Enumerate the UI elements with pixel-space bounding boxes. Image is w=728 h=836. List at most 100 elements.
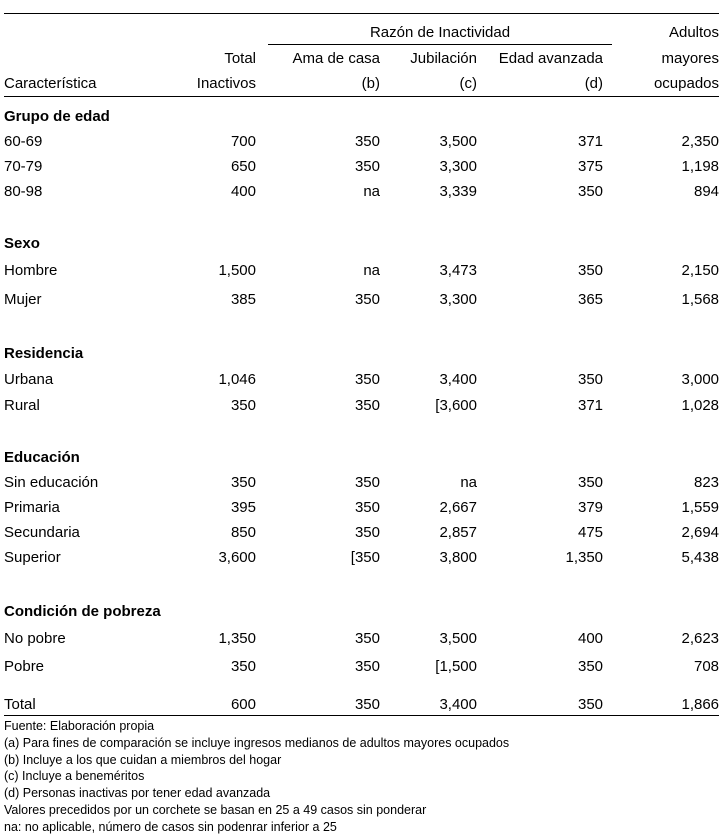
- cell-ocupados: 708: [694, 657, 720, 675]
- table-row: Urbana 1,046 350 3,400 350 3,000: [4, 366, 719, 392]
- row-label: Urbana: [4, 370, 54, 388]
- cell-edad-avanzada: 371: [578, 133, 604, 150]
- cell-ocupados: 2,350: [681, 133, 720, 150]
- table-row: Secundaria 850 350 2,857 475 2,694: [4, 520, 719, 545]
- col-caracteristica: Característica: [4, 67, 152, 97]
- cell-total-inactivos: 350: [230, 657, 256, 675]
- row-label: Hombre: [4, 262, 58, 279]
- col-ocupados-line1: Adultos: [668, 24, 720, 41]
- footnote-b: (b) Incluye a los que cuidan a miembros …: [4, 752, 282, 767]
- cell-total-inactivos: 350: [230, 396, 256, 414]
- cell-total-inactivos: 1,350: [218, 629, 256, 647]
- cell-total-inactivos: 650: [230, 158, 256, 175]
- group-header: Razón de Inactividad: [256, 14, 613, 45]
- col-jubilacion-line1: Jubilación: [410, 50, 477, 67]
- section-gap: [4, 314, 719, 334]
- cell-ama-de-casa: 350: [256, 694, 380, 716]
- cell-ama-de-casa: [350: [350, 549, 380, 566]
- cell-ama-de-casa: 350: [354, 291, 380, 308]
- cell-edad-avanzada: 365: [578, 291, 604, 308]
- cell-ocupados: 3,000: [681, 370, 720, 388]
- col-total-line2: Inactivos: [152, 67, 256, 97]
- cell-edad-avanzada: 400: [578, 629, 604, 647]
- total-row: Total 600 350 3,400 350 1,866: [4, 694, 720, 716]
- cell-edad-avanzada: 1,350: [565, 549, 604, 566]
- table-row: 80-98 400 na 3,339 350 894: [4, 179, 719, 204]
- row-label: Rural: [4, 396, 40, 414]
- table-row: Superior 3,600 [350 3,800 1,350 5,438: [4, 545, 719, 570]
- cell-ocupados: 823: [694, 474, 720, 491]
- header-spacer: [4, 14, 256, 46]
- row-label: Pobre: [4, 657, 45, 675]
- cell-ocupados: 5,438: [681, 549, 720, 566]
- cell-ama-de-casa: 350: [354, 474, 380, 491]
- cell-edad-avanzada: 379: [578, 499, 604, 516]
- col-ocupados-line2: mayores: [661, 50, 720, 67]
- row-label: 60-69: [4, 133, 43, 150]
- table-body: Grupo de edad 60-69 700 350 3,500 371 2,…: [4, 97, 720, 716]
- row-label: No pobre: [4, 629, 66, 647]
- cell-edad-avanzada: 350: [578, 262, 604, 279]
- footnote-brackets: Valores precedidos por un corchete se ba…: [4, 802, 427, 817]
- table-row: Primaria 395 350 2,667 379 1,559: [4, 495, 719, 520]
- cell-total-inactivos: 1,046: [218, 370, 256, 388]
- row-label: Total: [4, 694, 152, 716]
- cell-ama-de-casa: 350: [354, 396, 380, 414]
- cell-jubilacion: 3,300: [439, 291, 477, 308]
- cell-edad-avanzada: 350: [578, 183, 604, 200]
- cell-ama-de-casa: na: [363, 183, 380, 200]
- table-row: Hombre 1,500 na 3,473 350 2,150: [4, 256, 719, 285]
- cell-total-inactivos: 3,600: [218, 549, 256, 566]
- cell-jubilacion: 3,500: [439, 133, 477, 150]
- section-educacion: Educación: [4, 438, 719, 470]
- cell-ocupados: 1,028: [681, 396, 720, 414]
- section-gap: [4, 204, 719, 224]
- cell-jubilacion: 2,857: [439, 524, 477, 541]
- footnote-a: (a) Para fines de comparación se incluye…: [4, 735, 510, 750]
- cell-total-inactivos: 1,500: [218, 262, 256, 279]
- section-grupo-de-edad: Grupo de edad: [4, 97, 719, 130]
- col-ama-line2: (b): [256, 67, 380, 97]
- table-row: No pobre 1,350 350 3,500 400 2,623: [4, 624, 719, 652]
- table-row: 70-79 650 350 3,300 375 1,198: [4, 154, 719, 179]
- header-row-group: Razón de Inactividad Adultos: [4, 14, 720, 46]
- col-edad-line2: (d): [477, 67, 604, 97]
- cell-ama-de-casa: 350: [354, 370, 380, 388]
- cell-total-inactivos: 850: [230, 524, 256, 541]
- cell-ocupados: 1,568: [681, 291, 720, 308]
- cell-jubilacion: 3,800: [439, 549, 477, 566]
- row-label: 80-98: [4, 183, 43, 200]
- header-row-line2: Total Ama de casa Jubilación Edad avanza…: [4, 45, 719, 67]
- cell-edad-avanzada: 350: [578, 657, 604, 675]
- cell-ama-de-casa: 350: [354, 657, 380, 675]
- cell-ama-de-casa: 350: [354, 158, 380, 175]
- cell-ocupados: 2,623: [681, 629, 720, 647]
- cell-edad-avanzada: 371: [578, 396, 604, 414]
- row-label: Mujer: [4, 291, 42, 308]
- section-condicion-de-pobreza: Condición de pobreza: [4, 592, 719, 624]
- section-gap: [4, 680, 719, 694]
- cell-ocupados: 894: [694, 183, 720, 200]
- cell-jubilacion: 3,339: [439, 183, 477, 200]
- section-gap: [4, 570, 719, 592]
- section-title: Educación: [4, 449, 80, 466]
- row-label: 70-79: [4, 158, 43, 175]
- col-ama-line1: Ama de casa: [292, 50, 380, 67]
- col-jubilacion-line2: (c): [380, 67, 477, 97]
- cell-edad-avanzada: 475: [578, 524, 604, 541]
- cell-edad-avanzada: 350: [578, 370, 604, 388]
- table-row: Rural 350 350 [3,600 371 1,028: [4, 392, 719, 418]
- table-header: Razón de Inactividad Adultos Total Ama d…: [4, 14, 720, 97]
- row-label: Superior: [4, 549, 61, 566]
- inactivity-table: Razón de Inactividad Adultos Total Ama d…: [4, 13, 720, 716]
- cell-ama-de-casa: 350: [354, 133, 380, 150]
- cell-jubilacion: 2,667: [439, 499, 477, 516]
- cell-total-inactivos: 395: [230, 499, 256, 516]
- cell-edad-avanzada: 350: [477, 694, 604, 716]
- cell-ama-de-casa: 350: [354, 629, 380, 647]
- col-edad-line1: Edad avanzada: [498, 50, 604, 67]
- section-residencia: Residencia: [4, 334, 719, 366]
- cell-total-inactivos: 350: [230, 474, 256, 491]
- table-row: Pobre 350 350 [1,500 350 708: [4, 652, 719, 680]
